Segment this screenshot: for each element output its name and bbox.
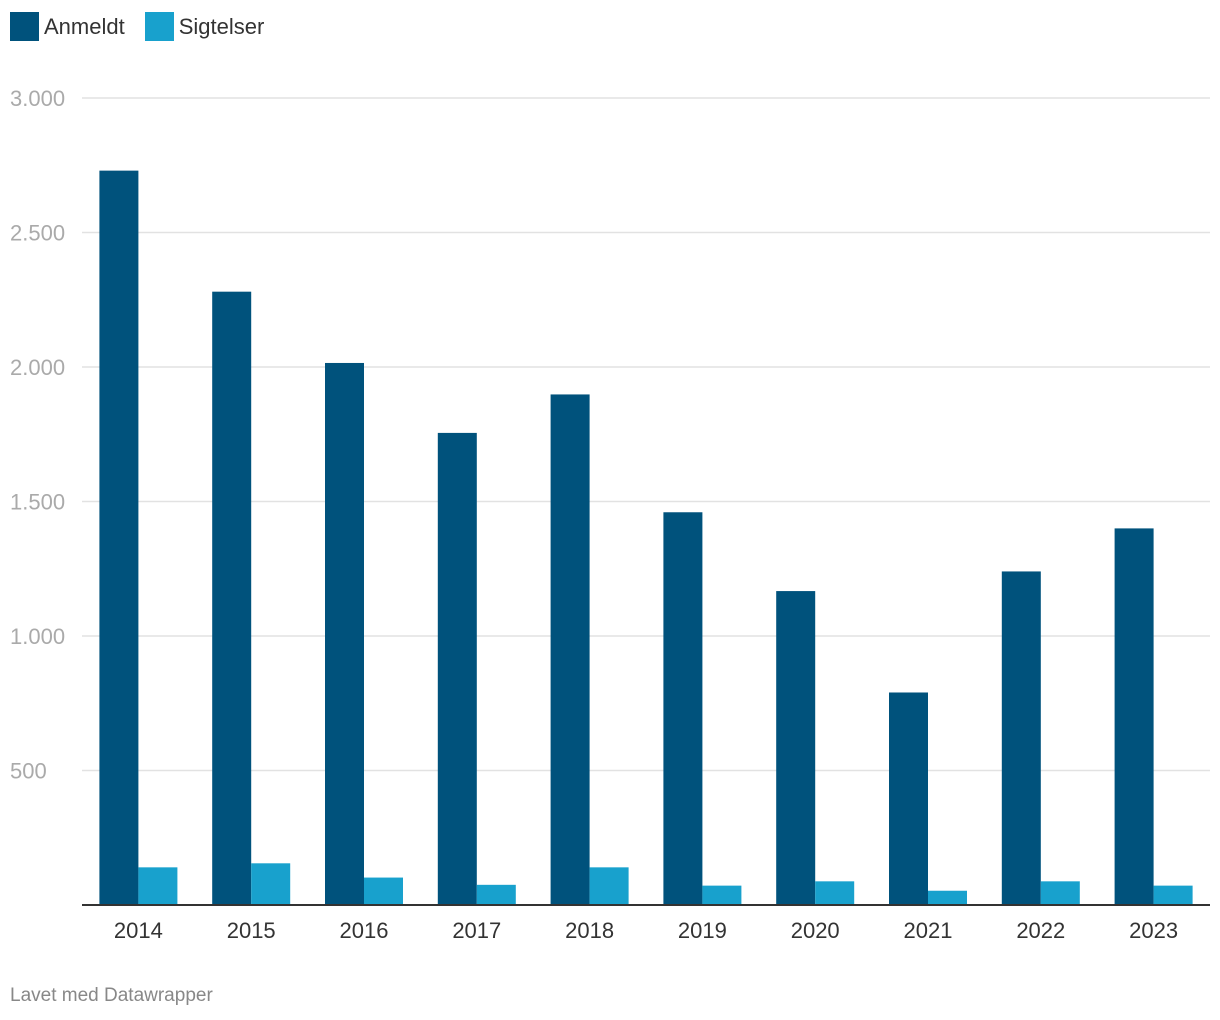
x-tick-label: 2023 <box>1129 918 1178 943</box>
bar-sigtelser-2014 <box>138 867 178 905</box>
y-tick-label: 1.000 <box>10 624 65 649</box>
x-tick-label: 2015 <box>227 918 276 943</box>
legend-swatch-sigtelser <box>144 12 174 41</box>
x-tick-label: 2019 <box>678 918 727 943</box>
x-tick-label: 2017 <box>452 918 501 943</box>
bar-sigtelser-2017 <box>476 884 516 905</box>
legend-item-anmeldt: Anmeldt <box>10 12 125 41</box>
y-tick-label: 1.500 <box>10 490 65 515</box>
legend-swatch-anmeldt <box>10 12 39 41</box>
legend-item-sigtelser: Sigtelser <box>144 12 265 41</box>
bar-sigtelser-2020 <box>815 881 855 905</box>
bar-anmeldt-2019 <box>663 512 703 905</box>
bar-anmeldt-2021 <box>889 692 928 905</box>
bar-chart: 500 1.000 1.500 2.000 2.500 3.000 2014 2015 2016… <box>10 86 1210 943</box>
y-tick-label: 3.000 <box>10 86 65 111</box>
bar-anmeldt-2017 <box>437 432 477 905</box>
bar-anmeldt-2020 <box>776 591 816 905</box>
bar-sigtelser-2018 <box>589 867 629 905</box>
bar-sigtelser-2015 <box>251 863 291 905</box>
legend: Anmeldt Sigtelser <box>10 12 284 41</box>
bar-sigtelser-2023 <box>1153 885 1193 905</box>
bar-sigtelser-2022 <box>1040 881 1080 905</box>
y-tick-label: 2.000 <box>10 355 65 380</box>
bar-sigtelser-2019 <box>702 885 742 905</box>
bar-anmeldt-2022 <box>1001 571 1041 905</box>
x-tick-label: 2021 <box>904 918 953 943</box>
y-tick-label: 500 <box>10 759 47 784</box>
y-tick-label: 2.500 <box>10 221 65 246</box>
legend-label-sigtelser: Sigtelser <box>178 13 265 39</box>
legend-label-anmeldt: Anmeldt <box>44 13 125 39</box>
bar-anmeldt-2014 <box>99 170 139 905</box>
bar-sigtelser-2021 <box>928 890 967 905</box>
bar-anmeldt-2018 <box>550 394 590 905</box>
x-tick-label: 2022 <box>1016 918 1065 943</box>
bar-anmeldt-2015 <box>212 291 252 905</box>
x-tick-label: 2016 <box>340 918 389 943</box>
x-tick-label: 2014 <box>114 918 163 943</box>
x-tick-label: 2020 <box>791 918 840 943</box>
bar-anmeldt-2016 <box>325 362 364 906</box>
bar-sigtelser-2016 <box>364 877 403 905</box>
footer-credit: Lavet med Datawrapper <box>10 985 213 1006</box>
x-tick-label: 2018 <box>565 918 614 943</box>
bar-anmeldt-2023 <box>1114 528 1154 905</box>
